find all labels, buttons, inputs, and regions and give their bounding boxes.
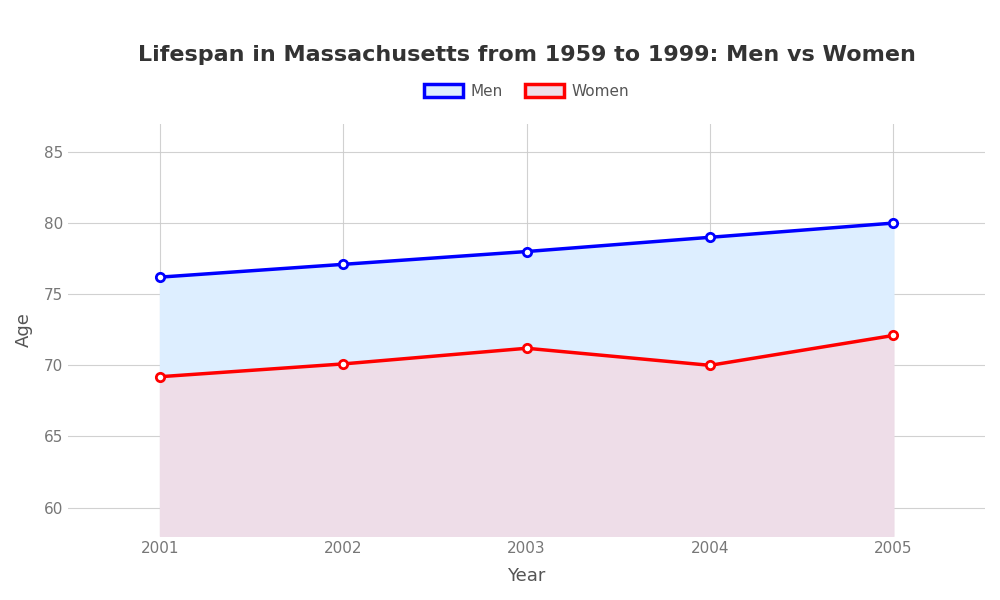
Women bbox=[887, 332, 899, 339]
Men bbox=[154, 274, 166, 281]
Women bbox=[154, 373, 166, 380]
Title: Lifespan in Massachusetts from 1959 to 1999: Men vs Women: Lifespan in Massachusetts from 1959 to 1… bbox=[138, 45, 916, 65]
Women bbox=[704, 362, 716, 369]
Men bbox=[887, 220, 899, 227]
Line: Men: Men bbox=[156, 219, 898, 281]
Men bbox=[521, 248, 533, 255]
Legend: Men, Women: Men, Women bbox=[418, 77, 635, 105]
Line: Women: Women bbox=[156, 331, 898, 381]
Women bbox=[521, 344, 533, 352]
Men bbox=[704, 234, 716, 241]
Women bbox=[337, 361, 349, 368]
Men bbox=[337, 261, 349, 268]
X-axis label: Year: Year bbox=[507, 567, 546, 585]
Y-axis label: Age: Age bbox=[15, 313, 33, 347]
